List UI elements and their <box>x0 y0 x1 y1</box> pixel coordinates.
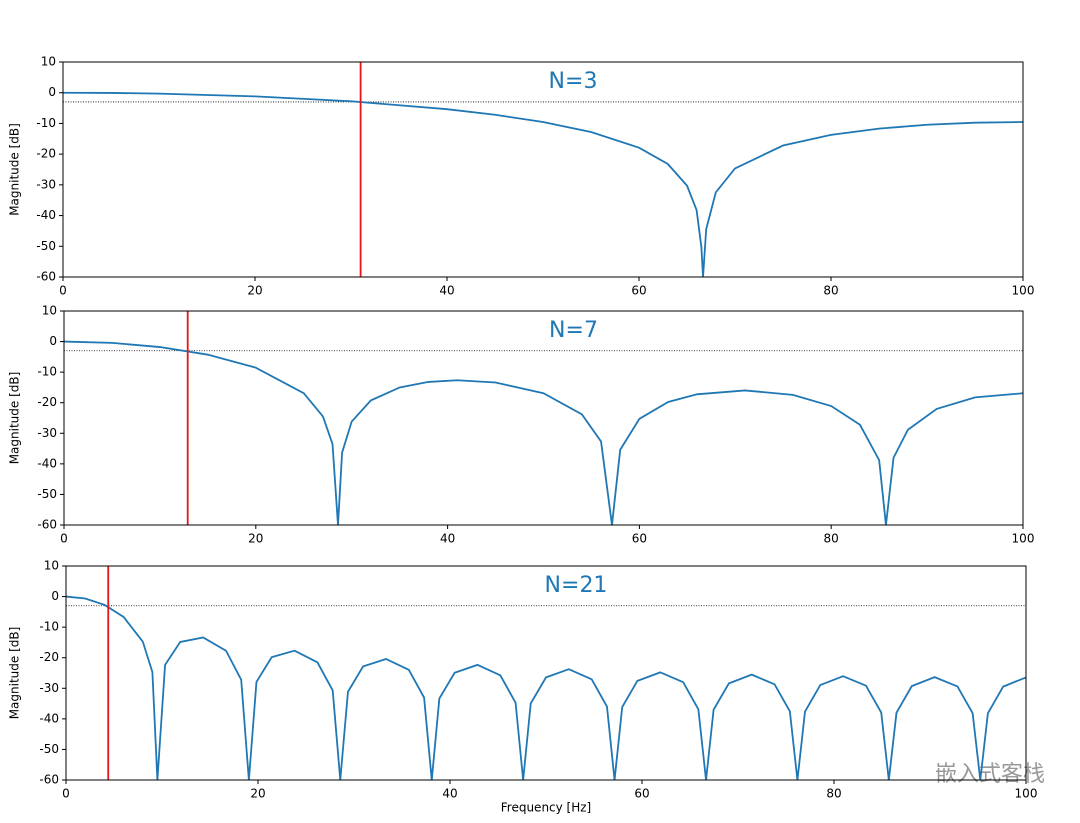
chart-title: N=21 <box>545 573 608 598</box>
watermark: 嵌入式客栈 <box>935 762 1045 787</box>
y-tick-label: -30 <box>39 681 59 695</box>
y-tick-label: 0 <box>51 589 59 603</box>
y-tick-label: -20 <box>37 395 57 409</box>
x-tick-label: 80 <box>824 532 839 546</box>
chart-title: N=3 <box>549 69 598 94</box>
y-tick-label: 0 <box>48 85 56 99</box>
x-tick-label: 60 <box>634 787 649 801</box>
plot-area <box>63 62 1023 277</box>
y-tick-label: -20 <box>36 147 56 161</box>
y-tick-label: -30 <box>37 426 57 440</box>
x-tick-label: 0 <box>62 787 70 801</box>
plot-area <box>66 566 1026 780</box>
y-tick-label: -60 <box>37 518 57 532</box>
x-tick-label: 40 <box>439 284 454 298</box>
y-axis-label: Magnitude [dB] <box>8 627 22 720</box>
y-tick-label: 10 <box>42 304 57 318</box>
axes-frame <box>62 61 1024 278</box>
magnitude-line <box>63 91 1023 277</box>
y-axis-label: Magnitude [dB] <box>8 372 22 465</box>
x-tick-label: 80 <box>823 284 838 298</box>
magnitude-line <box>64 340 1023 525</box>
y-tick-label: -10 <box>36 116 56 130</box>
y-tick-label: 10 <box>44 559 59 573</box>
magnitude-line <box>66 595 1026 780</box>
y-tick-label: 10 <box>41 55 56 69</box>
y-tick-label: -40 <box>37 456 57 470</box>
y-tick-label: -40 <box>36 208 56 222</box>
y-tick-label: -10 <box>37 365 57 379</box>
y-tick-label: -20 <box>39 650 59 664</box>
y-tick-label: -40 <box>39 711 59 725</box>
x-tick-label: 100 <box>1015 787 1038 801</box>
y-axis-label: Magnitude [dB] <box>8 123 22 216</box>
y-tick-label: -60 <box>39 773 59 787</box>
x-tick-label: 40 <box>442 787 457 801</box>
axes-frame <box>63 310 1024 526</box>
x-tick-label: 60 <box>632 532 647 546</box>
x-tick-label: 40 <box>440 532 455 546</box>
y-tick-label: -50 <box>37 487 57 501</box>
y-tick-label: -30 <box>36 177 56 191</box>
x-axis-label: Frequency [Hz] <box>501 801 592 815</box>
y-tick-label: -50 <box>36 239 56 253</box>
x-tick-label: 20 <box>248 532 263 546</box>
x-tick-label: 20 <box>247 284 262 298</box>
y-tick-label: -10 <box>39 620 59 634</box>
x-tick-label: 0 <box>59 284 67 298</box>
x-tick-label: 60 <box>631 284 646 298</box>
y-tick-label: -60 <box>36 270 56 284</box>
x-tick-label: 100 <box>1012 284 1035 298</box>
x-tick-label: 0 <box>60 532 68 546</box>
x-tick-label: 20 <box>250 787 265 801</box>
x-tick-label: 100 <box>1012 532 1035 546</box>
axes-frame <box>65 565 1027 781</box>
chart-title: N=7 <box>549 318 598 343</box>
y-tick-label: 0 <box>49 334 57 348</box>
plot-area <box>64 311 1023 525</box>
y-tick-label: -50 <box>39 742 59 756</box>
x-tick-label: 80 <box>826 787 841 801</box>
